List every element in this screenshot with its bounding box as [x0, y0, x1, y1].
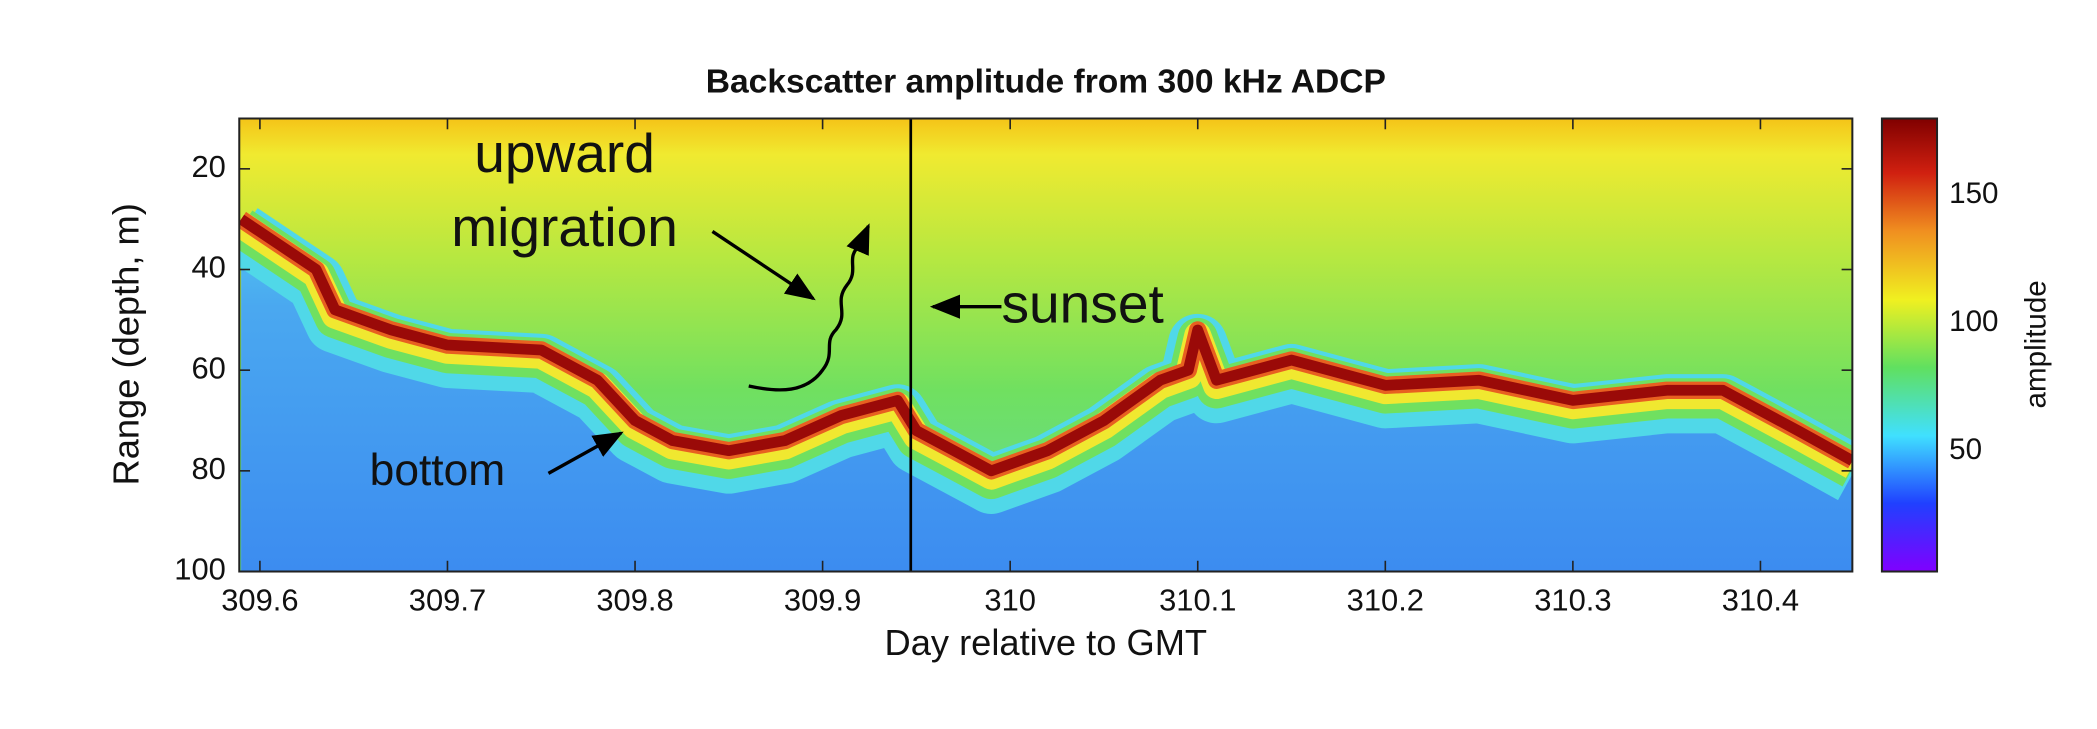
bottom-trace	[239, 214, 1853, 477]
x-tick-label: 310.3	[1534, 583, 1611, 618]
x-axis-label: Day relative to GMT	[885, 622, 1208, 663]
plot-frame	[238, 117, 1854, 573]
annotation: migration	[451, 196, 678, 258]
y-tick-label: 80	[191, 451, 225, 486]
x-tick-label: 309.7	[409, 583, 486, 618]
colorbar	[1880, 117, 1939, 573]
y-tick-label: 60	[191, 350, 225, 385]
colorbar-tick-label: 150	[1949, 177, 1998, 210]
x-tick-label: 310.1	[1159, 583, 1236, 618]
colorbar-tick-label: 50	[1949, 433, 1982, 466]
y-tick-label: 20	[191, 149, 225, 184]
axes: 309.6 309.7 309.8 309.9 310 310.1 310.2 310.3 31…	[174, 118, 1998, 618]
y-axis-label: Range (depth, m)	[106, 203, 147, 485]
deep-region	[241, 219, 1853, 572]
annotation: bottom	[370, 446, 506, 495]
annotation: sunset	[1001, 273, 1163, 335]
annotation: upward	[474, 122, 655, 184]
x-tick-label: 310.2	[1347, 583, 1424, 618]
y-tick-label: 40	[191, 250, 225, 285]
y-tick-label: 100	[174, 552, 226, 587]
x-tick-label: 310	[984, 583, 1036, 618]
chart-title: Backscatter amplitude from 300 kHz ADCP	[706, 63, 1386, 100]
x-tick-label: 310.4	[1722, 583, 1799, 618]
x-tick-label: 309.6	[221, 583, 298, 618]
colorbar-tick-label: 100	[1949, 305, 1998, 338]
arrow	[748, 223, 870, 392]
arrow	[711, 230, 816, 301]
x-tick-label: 309.8	[596, 583, 673, 618]
x-tick-label: 309.9	[784, 583, 861, 618]
arrow	[547, 431, 624, 475]
plot-area	[239, 118, 1853, 572]
colorbar-label: amplitude	[2020, 280, 2053, 408]
